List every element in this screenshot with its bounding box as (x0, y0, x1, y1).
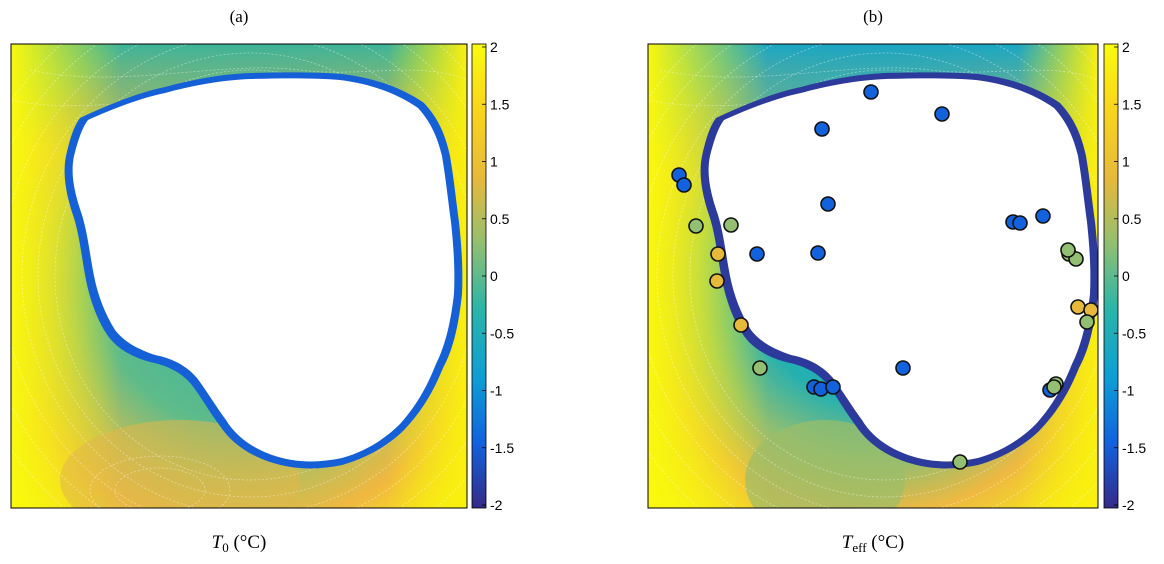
cavity-marker (688, 218, 704, 234)
cavity-marker (749, 246, 765, 262)
cavity-marker (1060, 242, 1076, 258)
map-b-frame (647, 43, 1099, 509)
cavity-marker (676, 177, 692, 193)
cavity-marker (723, 217, 739, 233)
panel-b-xlabel-subscript: eff (852, 540, 867, 555)
cavity-marker (820, 196, 836, 212)
cavity-marker (810, 245, 826, 261)
panel-a-xlabel-subscript: 0 (222, 540, 229, 555)
cavity-marker (1012, 215, 1028, 231)
colorbar-tick-label: 1.5 (490, 96, 510, 112)
panel-a-title: (a) (230, 7, 249, 26)
colorbar-tick-label: 0 (490, 268, 498, 284)
cavity-marker (709, 273, 725, 289)
panel-b-title: (b) (863, 7, 883, 26)
panel-b-xlabel-unit: (°C) (867, 532, 905, 553)
cavity-marker (825, 379, 841, 395)
colorbar-tick-label: 2 (490, 39, 498, 55)
colorbar-tick-label: 0 (1122, 268, 1130, 284)
colorbar-b: 2 1.5 1 0.5 0 -0.5 -1 -1.5 -2 (1103, 39, 1146, 513)
colorbar-tick-label: 2 (1122, 39, 1130, 55)
panel-a-xlabel-unit: (°C) (229, 532, 267, 553)
cavity-marker (934, 106, 950, 122)
colorbar-tick-label: -1.5 (1122, 440, 1146, 456)
cavity-marker (1046, 379, 1062, 395)
colorbar-tick-label: 1.5 (1122, 96, 1142, 112)
panel-b-xlabel-symbol: T (842, 532, 854, 553)
cavity-marker (1035, 208, 1051, 224)
colorbar-tick-label: -0.5 (1122, 325, 1146, 341)
colorbar-a: 2 1.5 1 0.5 0 -0.5 -1 -1.5 -2 (471, 39, 514, 513)
colorbar-tick-label: 0.5 (490, 211, 510, 227)
cavity-marker (952, 454, 968, 470)
cavity-marker (752, 360, 768, 376)
cavity-marker (1079, 314, 1095, 330)
panel-a-xlabel-symbol: T (212, 532, 224, 553)
map-panel-a (11, 44, 467, 508)
panel-b-xlabel: Teff (°C) (842, 532, 904, 555)
colorbar-b-ticks: 2 1.5 1 0.5 0 -0.5 -1 -1.5 -2 (1114, 39, 1146, 513)
colorbar-tick-label: -1 (490, 383, 503, 399)
map-a-frame (10, 43, 468, 509)
colorbar-tick-label: 1 (1122, 154, 1130, 170)
colorbar-tick-label: -1.5 (490, 440, 514, 456)
map-panel-b (648, 44, 1098, 508)
cavity-marker (863, 84, 879, 100)
colorbar-tick-label: -2 (1122, 497, 1135, 513)
cavity-marker (710, 246, 726, 262)
cavity-marker (1070, 299, 1086, 315)
colorbar-tick-label: -1 (1122, 383, 1135, 399)
cavity-marker (733, 317, 749, 333)
south-ocean-patch (745, 420, 905, 508)
colorbar-tick-label: -2 (490, 497, 503, 513)
colorbar-tick-label: -0.5 (490, 325, 514, 341)
panel-a-xlabel: T0 (°C) (212, 532, 267, 555)
cavity-marker (814, 121, 830, 137)
cavity-marker (895, 360, 911, 376)
colorbar-a-ticks: 2 1.5 1 0.5 0 -0.5 -1 -1.5 -2 (482, 39, 514, 513)
colorbar-tick-label: 0.5 (1122, 211, 1142, 227)
colorbar-tick-label: 1 (490, 154, 498, 170)
cavity-markers (671, 84, 1098, 470)
